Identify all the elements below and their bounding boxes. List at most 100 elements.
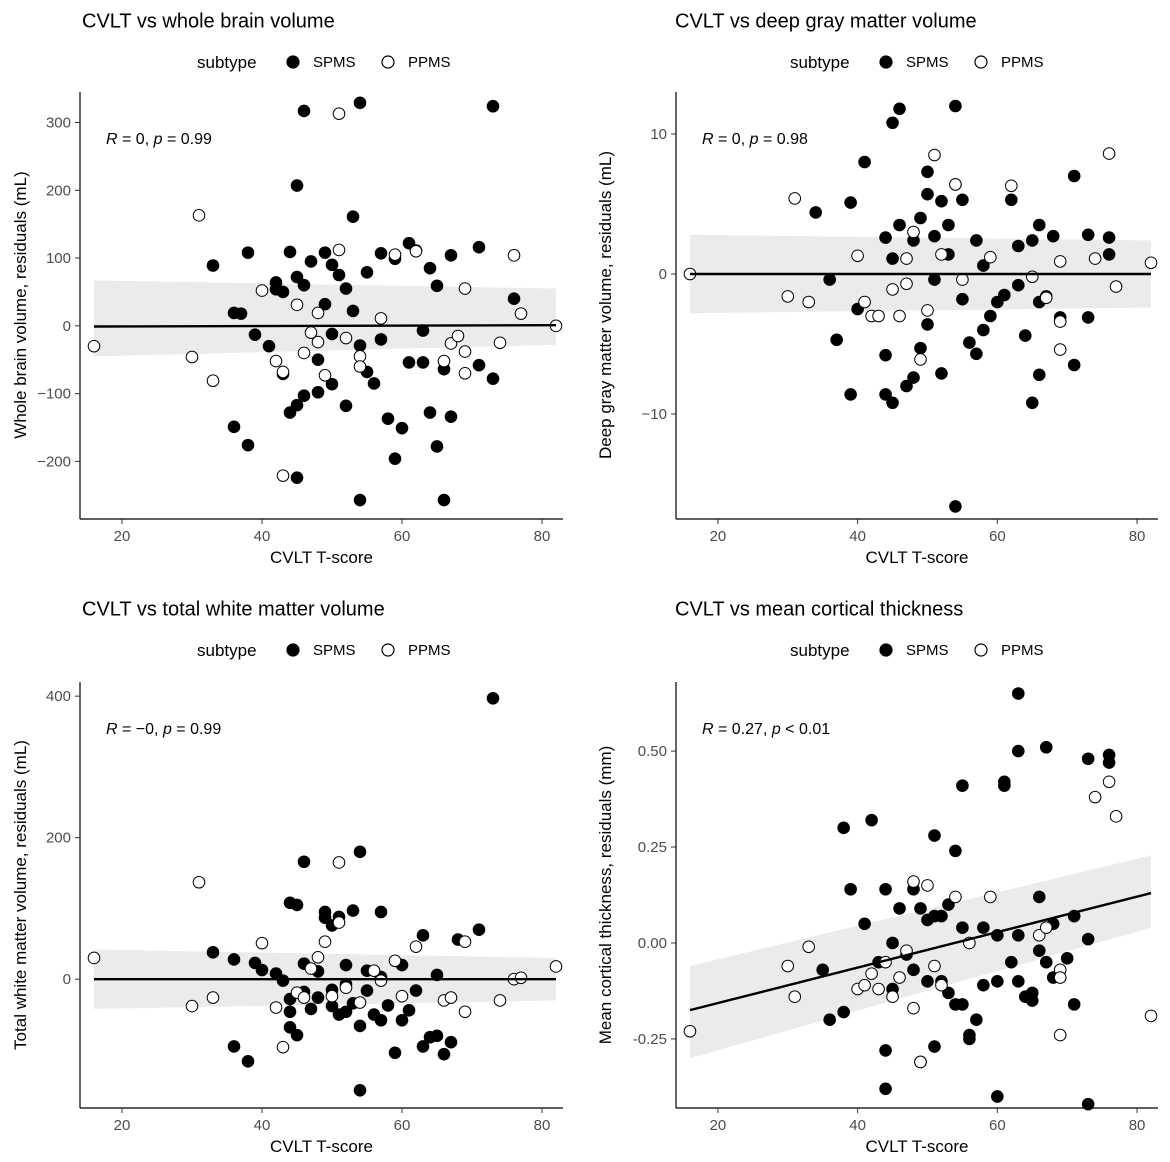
point-ppms [255, 936, 269, 950]
point-spms [865, 813, 878, 827]
point-spms [269, 282, 283, 296]
correlation-stat: R = 0, p = 0.98 [702, 131, 808, 148]
point-ppms [858, 295, 871, 309]
point-spms [893, 218, 906, 232]
point-spms [1067, 169, 1081, 183]
point-spms [907, 963, 920, 977]
x-tick-label: 20 [710, 528, 727, 545]
point-spms [255, 963, 269, 977]
point-ppms [1053, 255, 1067, 268]
y-tick-label: 0 [659, 266, 667, 283]
point-ppms [367, 964, 381, 978]
point-ppms [886, 990, 899, 1004]
point-spms [1032, 218, 1046, 232]
point-spms [1011, 278, 1025, 292]
point-spms [921, 975, 934, 988]
point-spms [311, 991, 325, 1004]
point-spms [956, 292, 969, 306]
point-ppms [1109, 280, 1123, 293]
y-tick-label: 200 [46, 182, 71, 199]
point-ppms [206, 374, 220, 388]
point-spms [1018, 329, 1032, 342]
point-ppms [276, 469, 290, 482]
point-spms [1025, 986, 1039, 1000]
point-spms [227, 420, 241, 434]
point-spms [1032, 368, 1046, 382]
y-tick-label: 0 [63, 971, 71, 988]
x-tick-label: 80 [1129, 1117, 1146, 1134]
point-ppms [928, 148, 941, 162]
point-spms [921, 318, 934, 331]
point-spms [893, 902, 906, 915]
legend-key-spms [286, 643, 300, 657]
point-spms [472, 358, 486, 372]
point-spms [998, 779, 1011, 792]
point-spms [977, 921, 990, 934]
point-spms [409, 984, 423, 997]
point-spms [963, 336, 976, 349]
point-ppms [1088, 790, 1102, 804]
point-spms [1067, 358, 1081, 372]
point-spms [304, 255, 318, 268]
point-spms [430, 440, 444, 453]
point-spms [1102, 756, 1116, 769]
point-spms [1025, 234, 1039, 247]
point-spms [900, 379, 913, 393]
point-spms [1081, 1097, 1095, 1111]
stat-r-symbol: R [702, 131, 714, 148]
point-spms [353, 96, 367, 110]
stat-p-value: < 0.01 [781, 721, 830, 738]
y-tick-label: 0.25 [638, 839, 667, 856]
point-spms [374, 1013, 388, 1027]
point-spms [956, 921, 969, 934]
point-spms [844, 196, 857, 209]
point-ppms [409, 940, 423, 953]
point-ppms [276, 365, 290, 379]
point-spms [809, 206, 823, 219]
point-spms [430, 1029, 444, 1043]
point-spms [507, 292, 521, 306]
point-spms [241, 438, 255, 452]
point-spms [374, 247, 388, 260]
point-ppms [921, 879, 934, 892]
point-spms [879, 231, 892, 244]
y-tick-label: −10 [642, 406, 667, 423]
point-ppms [886, 283, 899, 296]
point-spms [956, 779, 969, 792]
x-tick-label: 40 [254, 528, 271, 545]
point-spms [984, 309, 997, 323]
point-spms [1081, 228, 1095, 242]
point-spms [241, 1054, 255, 1068]
point-ppms [87, 951, 101, 965]
point-spms [346, 904, 360, 917]
point-spms [290, 1028, 304, 1042]
point-spms [297, 389, 311, 402]
legend: subtype SPMS PPMS [790, 53, 1044, 72]
stat-r-value: = 0, [118, 131, 154, 148]
point-spms [353, 1084, 367, 1097]
series-ppms [683, 775, 1158, 1069]
point-spms [206, 259, 220, 272]
point-spms [1081, 311, 1095, 324]
point-spms [1011, 687, 1025, 700]
point-ppms [458, 345, 472, 358]
point-spms [297, 104, 311, 118]
point-spms [928, 1040, 941, 1053]
point-spms [304, 1002, 318, 1016]
point-spms [325, 327, 339, 341]
point-spms [353, 1019, 367, 1033]
point-spms [879, 1082, 892, 1096]
point-ppms [1109, 810, 1123, 823]
legend-label-spms: SPMS [313, 54, 356, 71]
point-ppms [458, 282, 472, 295]
point-spms [486, 372, 500, 386]
point-spms [227, 953, 241, 966]
point-ppms [949, 178, 962, 191]
y-tick-label: 300 [46, 115, 71, 132]
point-spms [1081, 932, 1095, 946]
point-ppms [255, 284, 269, 297]
point-ppms [395, 989, 409, 1003]
point-spms [1011, 975, 1025, 988]
point-ppms [311, 306, 325, 320]
point-spms [1060, 952, 1074, 965]
